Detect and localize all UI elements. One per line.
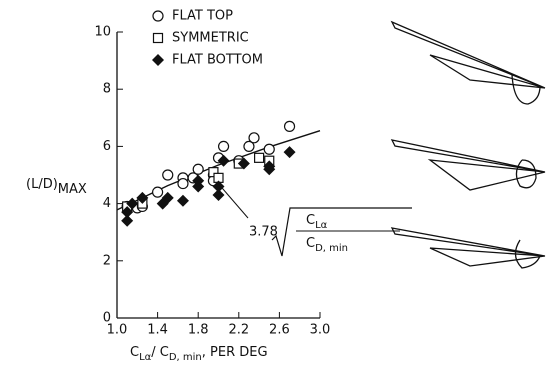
point	[283, 146, 296, 159]
point	[248, 132, 260, 144]
y-label-sub: MAX	[58, 182, 87, 197]
legend-marker	[152, 54, 164, 66]
y-label-main: (L/D)	[26, 177, 58, 192]
annotation-part: C	[306, 213, 315, 228]
point	[121, 214, 134, 227]
legend-marker	[152, 32, 164, 44]
point	[121, 206, 134, 219]
x-tick-label: 2.6	[269, 323, 290, 338]
annotation-denominator: CD, min	[306, 236, 348, 255]
x-label-part: , PER DEG	[202, 345, 268, 360]
point	[176, 194, 189, 207]
aircraft-sketches	[390, 20, 546, 269]
point	[192, 163, 204, 175]
point	[237, 157, 250, 170]
x-label-part: D, min	[169, 352, 202, 363]
point	[161, 191, 174, 204]
y-tick-label: 8	[103, 82, 111, 97]
point	[217, 140, 230, 152]
fit-curve	[116, 130, 321, 211]
x-label-part: Lα	[139, 352, 152, 363]
point	[152, 186, 164, 198]
point	[254, 152, 265, 163]
point	[192, 174, 205, 187]
annotation-part: C	[306, 236, 315, 251]
x-label-part: / C	[151, 345, 169, 360]
point	[162, 169, 174, 181]
radical-sign	[271, 207, 412, 257]
legend-label: FLAT BOTTOM	[172, 53, 263, 68]
point	[212, 189, 225, 202]
point	[126, 197, 139, 210]
point	[243, 140, 255, 152]
y-tick-label: 6	[103, 139, 111, 154]
flat-bottom-sketch	[390, 227, 546, 269]
legend-label: FLAT TOP	[172, 9, 233, 24]
annotation-coef: 3.78	[249, 225, 278, 240]
x-tick-label: 1.0	[107, 323, 128, 338]
x-axis-label: CLα/ CD, min, PER DEG	[130, 345, 268, 364]
y-axis-label: (L/D)MAX	[26, 177, 87, 197]
x-label-part: C	[130, 345, 139, 360]
point	[263, 163, 276, 176]
y-tick-label: 4	[103, 196, 111, 211]
legend-label: SYMMETRIC	[172, 31, 249, 46]
point	[177, 177, 189, 190]
x-tick-label: 2.2	[228, 323, 249, 338]
annotation-part: D, min	[315, 243, 348, 254]
annotation-part: Lα	[315, 220, 328, 231]
legend-marker	[152, 10, 164, 22]
point	[217, 154, 230, 167]
y-tick-label: 0	[103, 311, 111, 326]
point	[283, 120, 296, 132]
symmetric-sketch	[390, 139, 546, 191]
x-tick-label: 1.8	[188, 323, 209, 338]
point	[263, 143, 275, 155]
x-tick-label: 1.4	[147, 323, 168, 338]
y-tick-label: 10	[94, 25, 111, 40]
flat-top-sketch	[390, 20, 546, 105]
point	[136, 191, 149, 204]
y-tick-label: 2	[103, 253, 111, 268]
point	[212, 180, 225, 193]
annotation-numerator: CLα	[306, 213, 328, 232]
x-tick-label: 3.0	[310, 323, 331, 338]
